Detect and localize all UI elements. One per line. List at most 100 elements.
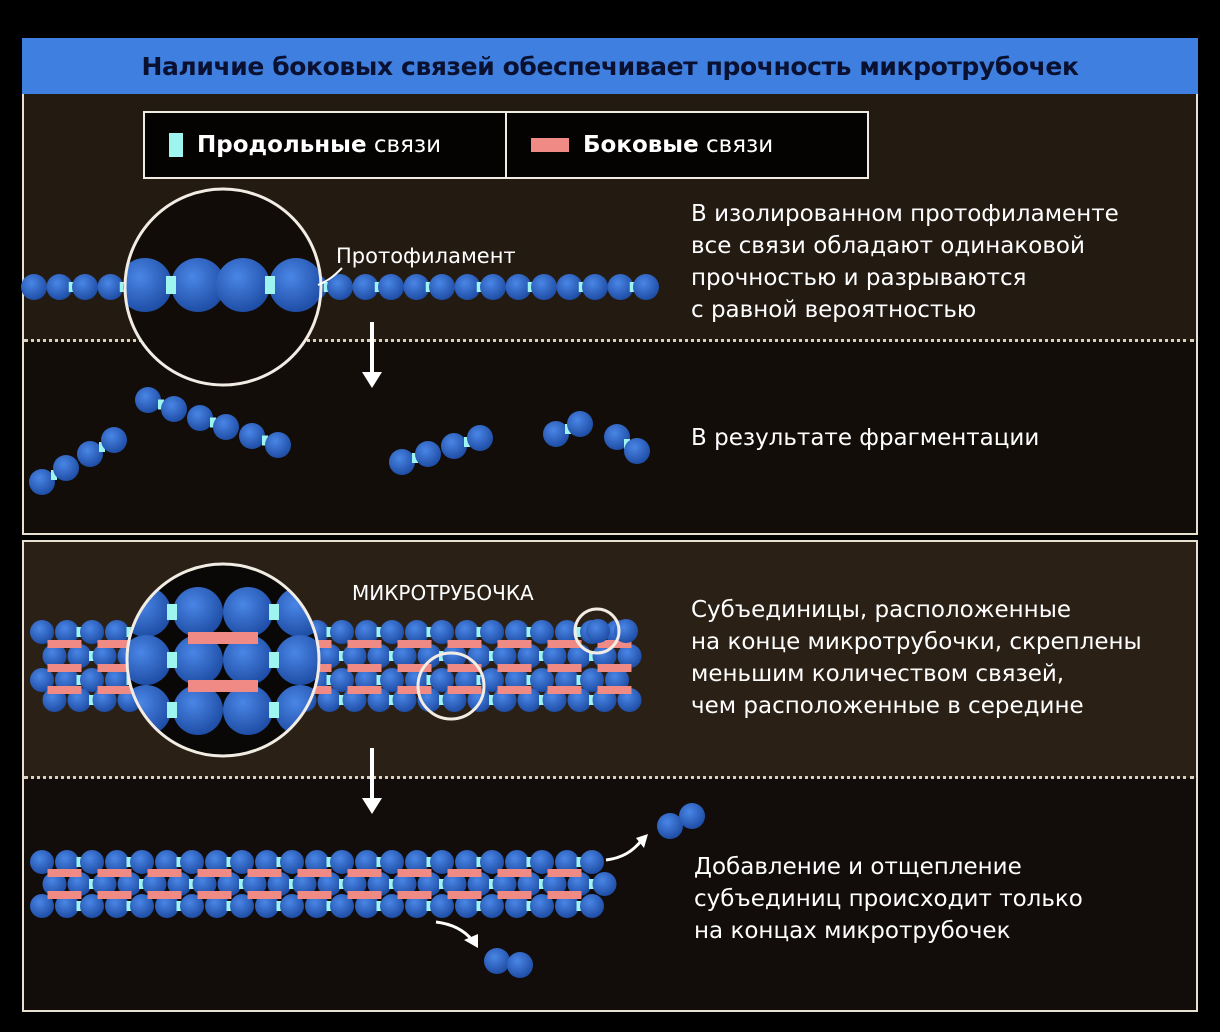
lateral-bond [47,891,82,899]
subunit [614,619,638,643]
curved-arrow [435,920,474,941]
subunit [355,620,379,644]
longitudinal-bond [167,604,177,620]
subunit [280,894,304,918]
longitudinal-bond [426,857,433,867]
longitudinal-bond [326,675,333,685]
subunit [72,274,98,300]
microtubule-growing [30,803,705,978]
caption-addition: Добавление и отщепление субъединиц проис… [694,854,1083,944]
subunit [173,587,223,637]
longitudinal-bond [139,879,145,889]
subunit [342,644,367,668]
caption-fragmentation: В результате фрагментации [691,425,1040,451]
subunit [531,274,557,300]
subunit [46,274,73,300]
subunit [142,872,167,896]
legend-longitudinal: Продольные связи [145,113,505,177]
subunit [330,894,354,918]
longitudinal-bond [489,879,495,889]
subunit [430,850,454,874]
subunit [480,894,504,918]
longitudinal-bond [476,627,483,637]
subunit [92,872,117,896]
subunit [267,872,292,896]
longitudinal-bond [89,879,95,889]
longitudinal-bond [576,675,583,685]
subunit [125,258,172,312]
lateral-bond [397,686,432,694]
lateral-bond [147,869,182,877]
subunit [127,635,171,685]
longitudinal-bond [339,695,345,705]
subunit [355,894,379,918]
subunit [467,872,492,896]
lateral-bond [47,640,82,648]
subunit [530,850,554,874]
lateral-bond [447,640,482,648]
legend-lateral-bold: Боковые [583,132,699,158]
subunit [80,620,104,644]
dotted-divider [24,339,1194,342]
longitudinal-bond [539,879,545,889]
lateral-bond [547,891,582,899]
longitudinal-bond [412,453,418,463]
microtubule-label: МИКРОТРУБОЧКА [352,581,534,605]
longitudinal-bond [439,879,445,889]
longitudinal-bond [126,901,133,911]
longitudinal-bond [89,651,95,661]
subunit [507,952,533,978]
longitudinal-bond [389,695,395,705]
subunit [53,455,79,481]
subunit [105,620,129,644]
longitudinal-bond [167,652,177,668]
lateral-bond [188,632,258,644]
lateral-bond [397,891,432,899]
lateral-bond [497,640,532,648]
longitudinal-bond [376,857,383,867]
longitudinal-bond [89,695,95,705]
longitudinal-bond [426,675,433,685]
lateral-bond [397,640,432,648]
lateral-bond [397,869,432,877]
lateral-bond [147,891,182,899]
subunit [80,850,104,874]
lateral-bond [297,891,332,899]
lateral-bond [297,869,332,877]
subunit [505,274,532,300]
subunit [223,685,273,735]
longitudinal-bond [576,901,583,911]
lateral-bond [547,640,582,648]
subunit [330,850,354,874]
subunit [173,685,223,735]
subunit [580,850,604,874]
subunit [230,894,254,918]
subunit [55,894,79,918]
subunit [415,441,441,467]
subunit [530,620,554,644]
subunit [275,635,319,685]
subunit [327,274,353,300]
longitudinal-bond [126,857,133,867]
subunit [67,644,92,668]
longitudinal-bond [576,857,583,867]
subunit [367,644,392,668]
subunit [555,850,579,874]
subunit [392,644,417,668]
microtubule [30,619,642,712]
longitudinal-bond [426,901,433,911]
longitudinal-bond [389,879,395,889]
protofilament-fragments [29,387,650,495]
subunit [555,620,579,644]
subunit [30,620,54,644]
figure-title: Наличие боковых связей обеспечивает проч… [141,51,1079,81]
subunit [55,620,79,644]
longitudinal-bond [576,627,583,637]
caption-isolated: В изолированном протофиламенте все связи… [691,201,1119,323]
lateral-bond [447,869,482,877]
subunit [480,850,504,874]
subunit [467,425,493,451]
subunit [455,894,479,918]
subunit [101,427,127,453]
longitudinal-bond-swatch [169,133,183,157]
